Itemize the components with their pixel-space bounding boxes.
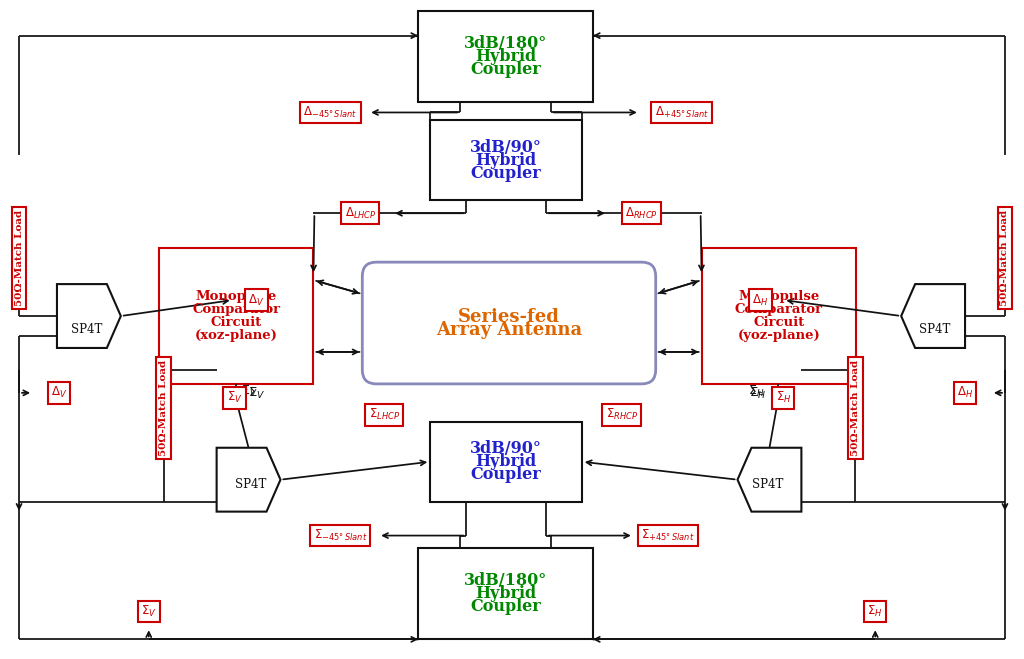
- Text: 50Ω-Match Load: 50Ω-Match Load: [1000, 210, 1010, 306]
- Text: Series-fed: Series-fed: [458, 308, 560, 326]
- Text: $\Sigma_{RHCP}$: $\Sigma_{RHCP}$: [606, 407, 638, 422]
- Polygon shape: [57, 284, 121, 348]
- Text: Monopulse: Monopulse: [196, 290, 276, 303]
- Text: Coupler: Coupler: [470, 61, 541, 78]
- Bar: [430, 121, 582, 200]
- Text: (xoz-plane): (xoz-plane): [195, 329, 278, 342]
- Text: $\Delta_{RHCP}$: $\Delta_{RHCP}$: [626, 206, 658, 221]
- Text: Array Antenna: Array Antenna: [436, 320, 582, 339]
- Text: $\Sigma_V$: $\Sigma_V$: [248, 386, 265, 401]
- Text: Coupler: Coupler: [470, 598, 541, 615]
- Text: $\Sigma_{+45°\,\mathit{Slant}}$: $\Sigma_{+45°\,\mathit{Slant}}$: [641, 528, 694, 543]
- Bar: [430, 422, 582, 501]
- Text: Hybrid: Hybrid: [475, 585, 537, 602]
- Bar: [418, 11, 593, 103]
- Text: Hybrid: Hybrid: [475, 453, 537, 471]
- Text: Coupler: Coupler: [471, 165, 542, 182]
- Text: $\Delta_{-45°\,\mathit{Slant}}$: $\Delta_{-45°\,\mathit{Slant}}$: [303, 105, 357, 120]
- Text: $\Sigma_H$: $\Sigma_H$: [750, 386, 766, 401]
- Text: Circuit: Circuit: [754, 316, 805, 329]
- Text: 50Ω-Match Load: 50Ω-Match Load: [851, 360, 860, 456]
- Text: SP4T: SP4T: [920, 324, 951, 337]
- Text: $\Sigma_V$: $\Sigma_V$: [141, 604, 157, 619]
- Text: $\Delta_{+45°\,\mathit{Slant}}$: $\Delta_{+45°\,\mathit{Slant}}$: [654, 105, 709, 120]
- Text: 3dB/180°: 3dB/180°: [464, 35, 547, 52]
- Text: $\Delta_H$: $\Delta_H$: [957, 386, 973, 401]
- Polygon shape: [737, 447, 802, 511]
- Text: SP4T: SP4T: [234, 478, 266, 491]
- Text: 3dB/180°: 3dB/180°: [464, 572, 547, 589]
- Text: $\Sigma_{LHCP}$: $\Sigma_{LHCP}$: [369, 407, 399, 422]
- Text: Comparator: Comparator: [735, 303, 823, 316]
- Polygon shape: [901, 284, 965, 348]
- Bar: [418, 548, 593, 639]
- FancyBboxPatch shape: [362, 262, 655, 384]
- Text: SP4T: SP4T: [72, 324, 102, 337]
- Text: $\Sigma_V$: $\Sigma_V$: [242, 384, 258, 399]
- Text: $\Sigma_H$: $\Sigma_H$: [775, 390, 792, 405]
- Text: $\Delta_V$: $\Delta_V$: [51, 386, 68, 401]
- Text: $\Delta_V$: $\Delta_V$: [249, 293, 264, 308]
- Text: SP4T: SP4T: [752, 478, 783, 491]
- Polygon shape: [217, 447, 281, 511]
- Text: $\Delta_{LHCP}$: $\Delta_{LHCP}$: [344, 206, 376, 221]
- Text: $\Sigma_H$: $\Sigma_H$: [749, 384, 765, 399]
- Text: Comparator: Comparator: [193, 303, 281, 316]
- Text: Hybrid: Hybrid: [475, 48, 537, 65]
- Text: Circuit: Circuit: [211, 316, 262, 329]
- Text: $\Sigma_V$: $\Sigma_V$: [226, 390, 243, 405]
- Text: 50Ω-Match Load: 50Ω-Match Load: [160, 360, 168, 456]
- Text: (yoz-plane): (yoz-plane): [737, 329, 820, 342]
- Text: 50Ω-Match Load: 50Ω-Match Load: [14, 210, 24, 306]
- Bar: [159, 248, 313, 384]
- Text: $\Delta_H$: $\Delta_H$: [753, 293, 769, 308]
- Text: 3dB/90°: 3dB/90°: [470, 139, 542, 156]
- Text: Monopulse: Monopulse: [738, 290, 819, 303]
- Bar: [701, 248, 856, 384]
- Text: 3dB/90°: 3dB/90°: [470, 440, 542, 457]
- Text: $\Sigma_H$: $\Sigma_H$: [867, 604, 883, 619]
- Text: Coupler: Coupler: [471, 466, 542, 483]
- Text: Hybrid: Hybrid: [475, 152, 537, 169]
- Text: $\Sigma_{-45°\,\mathit{Slant}}$: $\Sigma_{-45°\,\mathit{Slant}}$: [313, 528, 368, 543]
